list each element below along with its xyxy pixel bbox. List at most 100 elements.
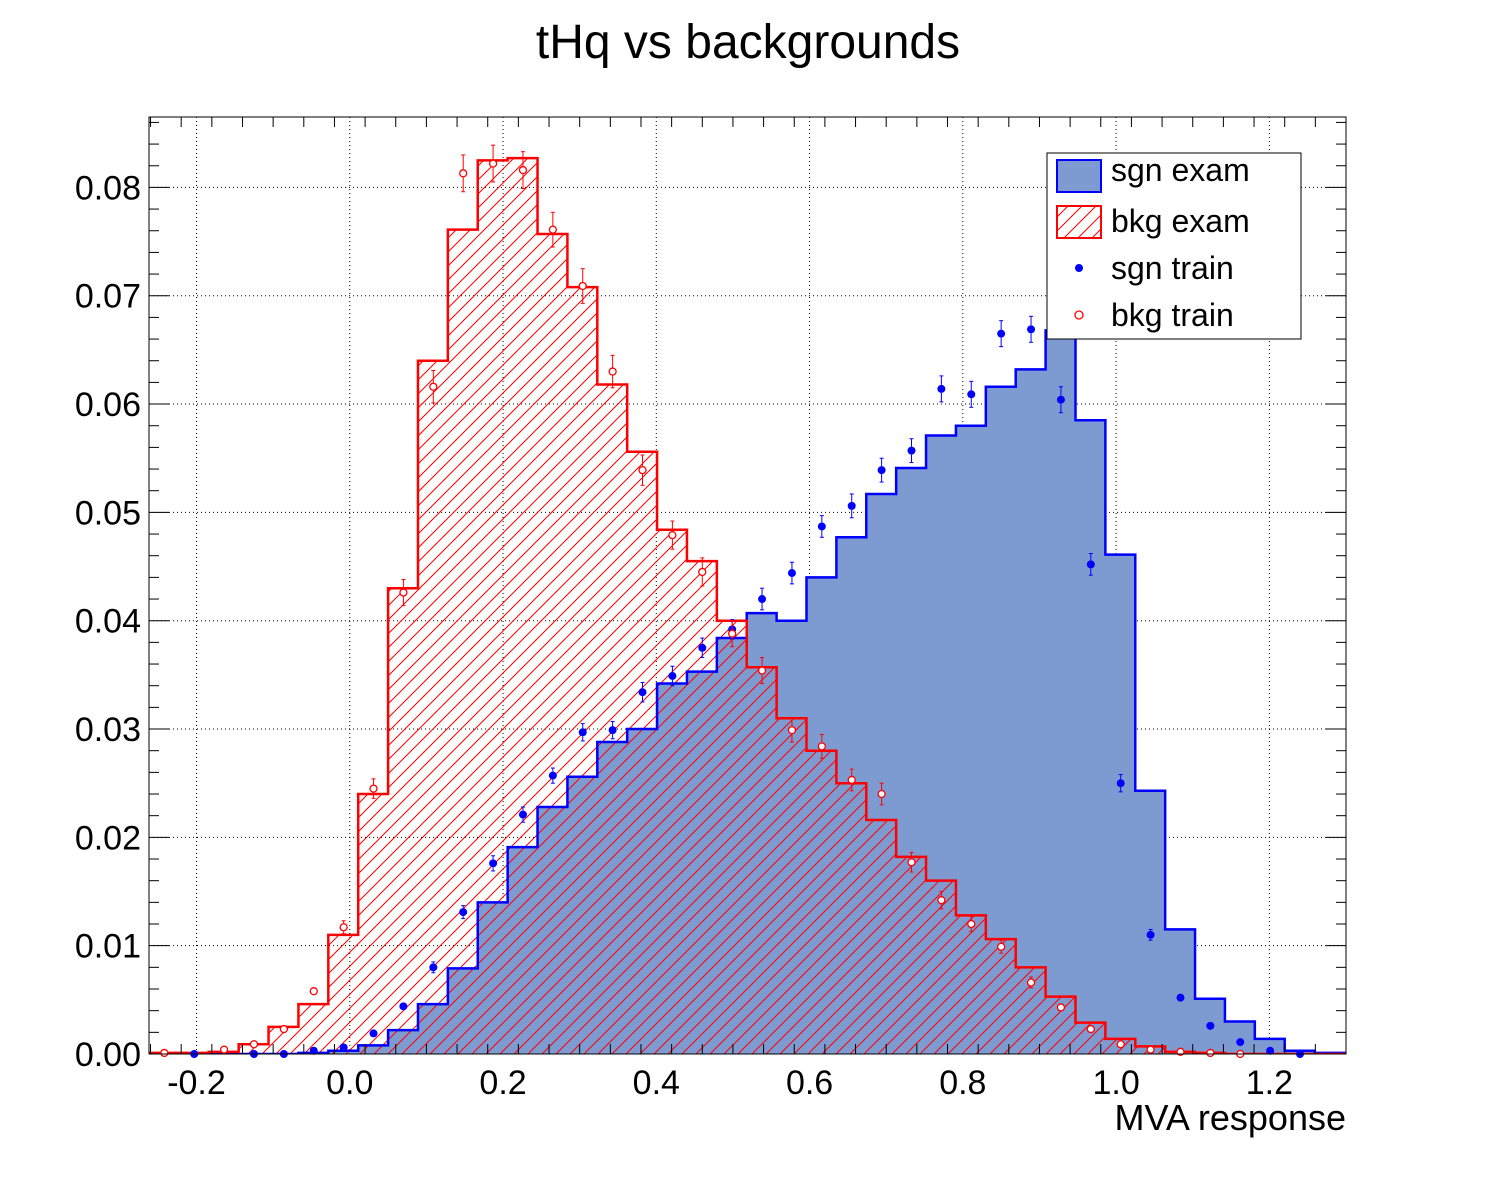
sgn-train-point (309, 1046, 318, 1055)
bkg-train-point (548, 225, 558, 234)
bkg-train-point (339, 923, 348, 932)
sgn-exam-outline (149, 329, 1346, 1054)
sgn-train-point (1266, 1046, 1275, 1055)
sgn-train-point (1146, 930, 1155, 939)
plot-frame (148, 116, 1347, 1055)
sgn-train-point (1236, 1038, 1245, 1047)
bkg-train-point (757, 666, 767, 675)
sgn-train-point (399, 1002, 408, 1011)
axis-ticks (149, 117, 1347, 1055)
sgn-train-point (1086, 560, 1095, 569)
bkg-train-point (638, 465, 647, 475)
chart-title: tHq vs backgrounds (536, 16, 960, 69)
y-tick-label: 0.06 (75, 386, 141, 424)
sgn-train-point (817, 522, 826, 531)
sgn-train-point (1176, 993, 1185, 1002)
legend-sgn-train-marker (1075, 264, 1083, 272)
sgn-train-point (369, 1029, 378, 1038)
bkg-train-point (518, 165, 528, 175)
sgn-train-point (339, 1043, 348, 1052)
bkg-train-point (429, 382, 438, 391)
sgn-train-point (668, 671, 677, 680)
sgn-train-point (489, 859, 498, 868)
sgn-train-point (967, 390, 976, 399)
bkg-train-point (967, 919, 976, 929)
y-tick-label: 0.07 (75, 278, 141, 316)
bkg-train-point (578, 281, 587, 291)
sgn-train-point (608, 726, 617, 735)
tick-labels: -0.2 0.0 0.2 0.4 0.6 0.8 1.0 1.2 0.00 0.01 0.02 0.0… (75, 169, 1293, 1102)
bkg-train-point (997, 942, 1006, 951)
y-tick-label: 0.04 (75, 603, 141, 641)
y-tick-label: 0.05 (75, 494, 141, 532)
sgn-train-point (578, 728, 587, 737)
training-points-layer (160, 144, 1305, 1059)
legend-bkg-exam-swatch (1056, 205, 1102, 239)
x-tick-label: 0.8 (939, 1064, 986, 1102)
x-tick-label: 0.4 (633, 1064, 680, 1102)
bkg-train-point (1056, 1003, 1066, 1012)
bkg-train-point (219, 1045, 229, 1054)
x-tick-label: 1.0 (1092, 1064, 1139, 1102)
sgn-train-point (907, 446, 916, 455)
bkg-train-point (1086, 1024, 1095, 1034)
bkg-train-point (668, 530, 677, 540)
bkg-train-point (1026, 978, 1036, 987)
legend: sgn exam bkg exam sgn train bkg train (1046, 152, 1302, 340)
bkg-train-point (459, 169, 468, 178)
bkg-train-point (847, 775, 856, 785)
legend-sgn-exam-label: sgn exam (1111, 152, 1250, 188)
bkg-train-point (728, 629, 737, 638)
sgn-train-point (997, 329, 1006, 338)
x-axis-label: MVA response (1115, 1097, 1346, 1138)
bkg-train-point (1116, 1040, 1125, 1049)
x-tick-label: -0.2 (167, 1064, 226, 1102)
bkg-train-point (817, 742, 826, 751)
sgn-train-point (459, 908, 468, 917)
sgn-train-point (847, 501, 856, 510)
y-tick-label: 0.08 (75, 169, 141, 207)
legend-bkg-exam-label: bkg exam (1111, 203, 1250, 239)
x-tick-label: 0.0 (326, 1064, 373, 1102)
sgn-train-point (1056, 395, 1065, 404)
bkg-train-point (249, 1040, 259, 1049)
legend-bkg-train-marker (1074, 310, 1084, 320)
bkg-exam-hatch (149, 158, 1346, 1054)
sgn-train-point (548, 771, 557, 780)
bkg-train-point (937, 896, 946, 905)
bkg-train-point (369, 784, 378, 793)
sgn-train-point (638, 688, 647, 697)
sgn-train-point (937, 384, 946, 393)
y-tick-label: 0.02 (75, 819, 141, 857)
sgn-train-point (1116, 779, 1125, 788)
legend-bkg-train-label: bkg train (1111, 297, 1234, 333)
sgn-train-point (698, 643, 707, 652)
bkg-train-point (160, 1048, 169, 1058)
legend-sgn-exam-swatch (1056, 159, 1102, 193)
x-tick-label: 0.2 (479, 1064, 526, 1102)
legend-sgn-train-label: sgn train (1111, 250, 1234, 286)
bkg-train-point (877, 789, 886, 799)
histogram-layer (149, 156, 1346, 1054)
bkg-train-point (279, 1024, 289, 1034)
sgn-train-point (877, 466, 886, 475)
bkg-train-point (608, 367, 617, 376)
x-tick-label: 1.2 (1246, 1064, 1293, 1102)
bkg-train-point (488, 159, 498, 168)
bkg-train-point (907, 858, 916, 867)
x-tick-label: 0.6 (786, 1064, 833, 1102)
bkg-train-point (1206, 1048, 1215, 1058)
sgn-train-point (1027, 325, 1036, 334)
sgn-train-point (787, 569, 796, 578)
sgn-train-point (1206, 1021, 1215, 1030)
y-tick-label: 0.00 (75, 1036, 141, 1074)
bkg-train-point (787, 725, 797, 735)
bkg-train-point (309, 987, 318, 996)
bkg-train-point (698, 567, 707, 577)
sgn-train-point (518, 810, 527, 819)
sgn-train-point (758, 595, 767, 604)
bkg-train-point (399, 588, 408, 597)
bkg-exam-outline (149, 156, 1346, 1054)
